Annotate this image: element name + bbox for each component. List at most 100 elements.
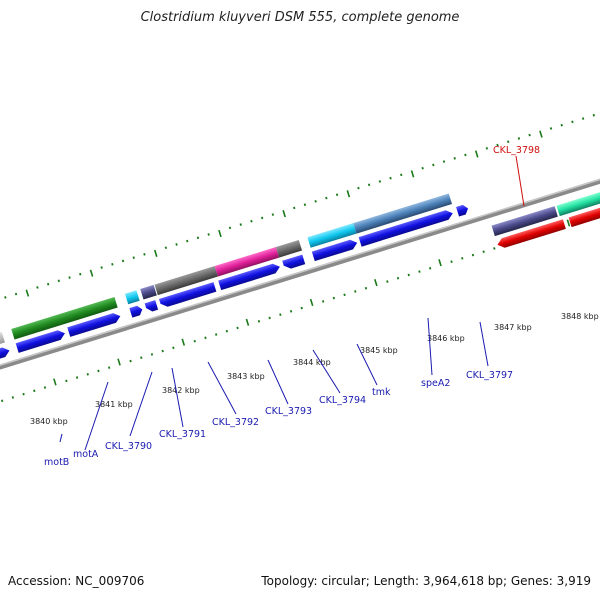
cds-arrow-reverse[interactable] — [496, 219, 566, 249]
accession-label: Accession: NC_009706 — [8, 574, 145, 588]
cog-block[interactable] — [154, 265, 218, 296]
label-leader-lines — [59, 155, 525, 451]
minor-tick — [367, 183, 371, 187]
gene-label-ckl-3794[interactable]: CKL_3794 — [319, 395, 366, 406]
genome-backbone-highlight — [0, 175, 600, 372]
kbp-label: 3845 kbp — [360, 346, 398, 355]
cds-arrow[interactable] — [67, 311, 122, 337]
minor-tick — [11, 396, 15, 399]
minor-tick — [214, 333, 218, 336]
minor-tick — [75, 376, 79, 379]
minor-tick — [193, 339, 196, 343]
cds-arrow[interactable] — [358, 208, 455, 247]
cog-block[interactable] — [275, 239, 303, 258]
cog-block[interactable] — [556, 187, 600, 217]
cds-arrow[interactable] — [282, 254, 306, 271]
minor-tick — [0, 399, 4, 403]
cds-arrow[interactable] — [218, 262, 281, 291]
minor-tick — [228, 226, 232, 230]
minor-tick — [321, 300, 325, 303]
minor-tick — [507, 140, 510, 144]
major-tick — [117, 358, 121, 366]
minor-tick — [186, 239, 189, 243]
cog-block[interactable] — [140, 284, 157, 300]
minor-tick — [132, 256, 135, 259]
minor-tick — [257, 319, 261, 323]
kbp-label: 3843 kbp — [227, 372, 265, 381]
minor-tick — [303, 203, 307, 206]
minor-tick — [279, 313, 282, 316]
gene-label-ckl-3797[interactable]: CKL_3797 — [466, 370, 513, 381]
minor-tick — [549, 127, 553, 130]
minor-tick — [428, 266, 432, 270]
minor-tick — [332, 296, 336, 300]
minor-tick — [260, 216, 264, 220]
minor-tick — [453, 156, 456, 160]
cds-arrow[interactable] — [456, 204, 469, 217]
minor-tick — [22, 392, 25, 396]
minor-tick — [172, 346, 175, 350]
cog-block[interactable] — [353, 193, 453, 234]
minor-tick — [250, 219, 253, 223]
cog-block[interactable] — [307, 223, 357, 248]
gene-label-mota[interactable]: motA — [73, 449, 99, 460]
minor-tick — [68, 276, 71, 279]
cds-arrow-reverse[interactable] — [568, 201, 600, 228]
major-tick — [181, 338, 186, 346]
minor-tick — [421, 166, 424, 170]
minor-tick — [97, 369, 100, 373]
major-tick — [309, 298, 314, 307]
gene-label-tmk[interactable]: tmk — [372, 387, 391, 398]
minor-tick — [461, 257, 464, 260]
kbp-labels: 3840 kbp 3841 kbp 3842 kbp 3843 kbp 3844… — [30, 312, 599, 426]
cds-arrow[interactable] — [144, 300, 159, 313]
genome-backbone — [0, 175, 600, 375]
minor-tick — [432, 163, 435, 167]
leader-line — [479, 321, 489, 367]
minor-tick — [175, 243, 178, 246]
forward-cds-track — [0, 204, 469, 366]
major-tick — [245, 318, 250, 326]
major-tick — [566, 219, 571, 227]
major-tick — [438, 259, 442, 267]
gene-label-ckl-3792[interactable]: CKL_3792 — [212, 417, 259, 428]
gene-label-ckl-3793[interactable]: CKL_3793 — [265, 406, 312, 417]
minor-tick — [364, 286, 368, 290]
minor-tick — [140, 356, 143, 360]
gene-label-motb[interactable]: motB — [44, 457, 69, 468]
minor-tick — [268, 316, 271, 320]
major-tick — [474, 150, 479, 158]
minor-tick — [354, 290, 357, 293]
cds-arrow[interactable] — [129, 305, 143, 318]
minor-tick — [100, 266, 103, 269]
gene-label-ckl-3790[interactable]: CKL_3790 — [105, 441, 152, 452]
minor-tick — [442, 160, 446, 163]
major-tick — [53, 378, 57, 386]
minor-tick — [464, 153, 467, 157]
leader-line — [171, 367, 184, 428]
minor-tick — [289, 310, 293, 313]
minor-tick — [207, 233, 210, 236]
major-tick — [89, 269, 94, 277]
cog-block[interactable] — [124, 290, 140, 305]
minor-tick — [450, 260, 453, 263]
cds-arrow[interactable] — [15, 329, 67, 353]
minor-tick — [239, 223, 242, 226]
minor-tick — [161, 349, 164, 353]
minor-tick — [143, 253, 146, 256]
minor-tick — [482, 250, 485, 254]
minor-tick — [14, 292, 18, 296]
gene-label-ckl-3791[interactable]: CKL_3791 — [159, 429, 206, 440]
gene-label-spea2[interactable]: speA2 — [421, 378, 450, 389]
cog-block[interactable] — [214, 247, 280, 277]
leader-line — [129, 371, 153, 437]
cds-arrow[interactable] — [311, 238, 359, 262]
gene-label-ckl-3798[interactable]: CKL_3798 — [493, 145, 540, 156]
cog-block[interactable] — [11, 297, 118, 340]
cds-arrow[interactable] — [158, 282, 217, 308]
leader-line — [84, 381, 109, 451]
cds-arrow[interactable] — [0, 346, 11, 366]
gene-labels: motB motA CKL_3790 CKL_3791 CKL_3792 CKL… — [44, 145, 540, 468]
cog-block[interactable] — [491, 206, 558, 237]
